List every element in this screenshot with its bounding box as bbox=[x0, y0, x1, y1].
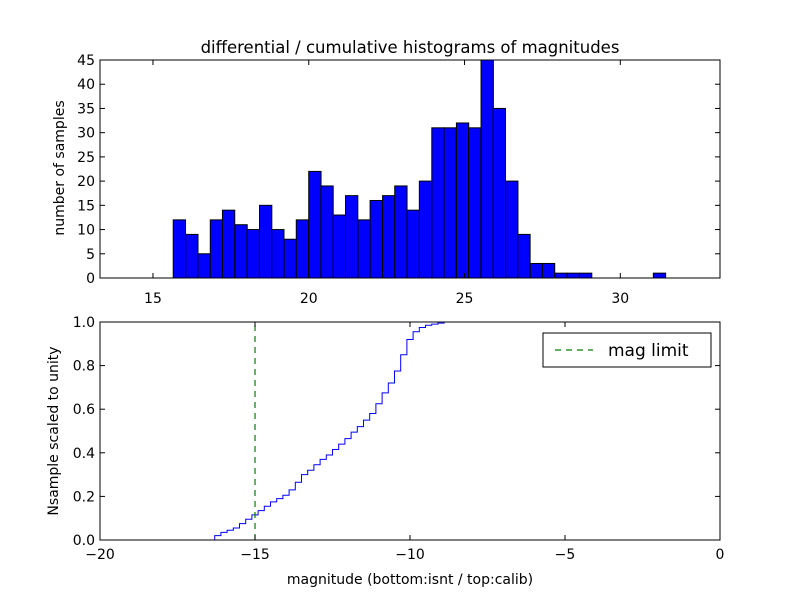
histogram-bar bbox=[259, 204, 273, 279]
top-y-ticks: 0 5 10 15 20 25 30 35 40 45 bbox=[77, 53, 720, 287]
y-tick-label: 40 bbox=[77, 77, 95, 93]
histogram-bar bbox=[172, 219, 187, 279]
histogram-bar bbox=[652, 272, 667, 279]
y-tick-label: 5 bbox=[86, 247, 95, 263]
y-tick-label: 0.6 bbox=[73, 402, 95, 418]
histogram-bar bbox=[566, 272, 580, 279]
cumulative-step-line bbox=[100, 321, 720, 541]
histogram-bar bbox=[283, 238, 297, 279]
x-tick-label: 20 bbox=[300, 291, 318, 307]
histogram-bar bbox=[308, 170, 322, 279]
histogram-bar bbox=[541, 262, 556, 279]
bottom-x-axis-title: magnitude (bottom:isnt / top:calib) bbox=[287, 572, 533, 588]
y-tick-label: 20 bbox=[77, 174, 95, 190]
histogram-bar bbox=[246, 229, 260, 279]
histogram-bar bbox=[382, 195, 396, 279]
histogram-bar bbox=[357, 219, 371, 279]
histogram-bar bbox=[505, 180, 519, 279]
histogram-bar bbox=[443, 127, 457, 279]
x-tick-label: −10 bbox=[395, 547, 425, 563]
y-tick-label: 0.0 bbox=[73, 533, 95, 549]
histogram-bar bbox=[271, 229, 285, 279]
histogram-bar bbox=[418, 180, 433, 279]
top-bars bbox=[172, 59, 667, 279]
bottom-plot-frame bbox=[99, 321, 721, 541]
top-y-axis-title: number of samples bbox=[52, 100, 68, 235]
y-tick-label: 30 bbox=[77, 126, 95, 142]
histogram-bar bbox=[480, 59, 494, 279]
histogram-bar bbox=[455, 122, 470, 279]
histogram-bar bbox=[209, 219, 224, 279]
histogram-bar bbox=[529, 262, 544, 279]
y-tick-label: 15 bbox=[77, 198, 95, 214]
legend-label-mag-limit: mag limit bbox=[608, 341, 689, 361]
x-tick-label: −15 bbox=[240, 547, 270, 563]
y-tick-label: 10 bbox=[77, 223, 95, 239]
histogram-bar bbox=[295, 219, 310, 279]
histogram-bar bbox=[431, 127, 445, 279]
bottom-y-axis-title: Nsample scaled to unity bbox=[46, 346, 62, 515]
y-tick-label: 1.0 bbox=[73, 315, 95, 331]
top-chart-title: differential / cumulative histograms of … bbox=[201, 38, 620, 57]
bottom-panel: Nsample scaled to unity magnitude (botto… bbox=[46, 315, 724, 588]
x-tick-label: −20 bbox=[85, 547, 115, 563]
y-tick-label: 35 bbox=[77, 101, 95, 117]
bottom-series bbox=[100, 321, 720, 541]
histogram-bar bbox=[578, 272, 593, 279]
y-tick-label: 0.2 bbox=[73, 489, 95, 505]
histogram-bar bbox=[345, 195, 359, 279]
histogram-bar bbox=[221, 209, 236, 279]
histogram-bar bbox=[554, 272, 568, 279]
legend: mag limit bbox=[542, 332, 712, 368]
top-plot-frame bbox=[99, 59, 721, 279]
x-tick-label: 30 bbox=[611, 291, 629, 307]
y-tick-label: 0.4 bbox=[73, 446, 95, 462]
histogram-bar bbox=[234, 224, 248, 279]
y-tick-label: 0.8 bbox=[73, 359, 95, 375]
top-x-ticks: 15 20 25 30 bbox=[144, 60, 629, 307]
x-tick-label: −5 bbox=[555, 547, 576, 563]
x-tick-label: 25 bbox=[456, 291, 474, 307]
histogram-bar bbox=[320, 185, 334, 279]
histogram-bar bbox=[369, 199, 383, 279]
x-tick-label: 0 bbox=[716, 547, 725, 563]
y-tick-label: 0 bbox=[86, 271, 95, 287]
histogram-bar bbox=[492, 107, 507, 279]
bottom-x-ticks: −20 −15 −10 −5 0 bbox=[85, 322, 724, 563]
histogram-bar bbox=[517, 233, 531, 279]
histogram-bar bbox=[197, 253, 211, 279]
histogram-bar bbox=[332, 214, 347, 279]
y-tick-label: 25 bbox=[77, 150, 95, 166]
x-tick-label: 15 bbox=[144, 291, 162, 307]
top-panel: differential / cumulative histograms of … bbox=[52, 38, 721, 307]
histogram-bar bbox=[185, 233, 199, 279]
histogram-bar bbox=[406, 209, 421, 279]
histogram-bar bbox=[394, 185, 408, 279]
y-tick-label: 45 bbox=[77, 53, 95, 69]
histogram-bar bbox=[468, 127, 482, 279]
